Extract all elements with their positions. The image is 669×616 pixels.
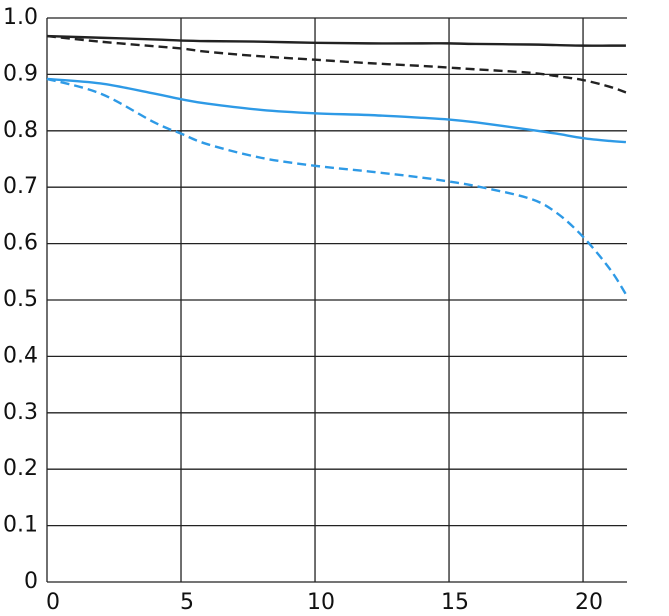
- y-tick-label: 0.6: [3, 231, 38, 256]
- line-series: [46, 77, 627, 144]
- y-tick-label: 0.2: [3, 456, 38, 481]
- x-tick-label: 15: [441, 590, 469, 615]
- y-tick-label: 0.8: [3, 118, 38, 143]
- y-tick-label: 0.5: [3, 287, 38, 312]
- y-tick-label: 0.3: [3, 400, 38, 425]
- x-tick-label: 10: [307, 590, 335, 615]
- line-series: [46, 34, 627, 94]
- x-tick-label: 20: [575, 590, 603, 615]
- y-tick-label: 0.4: [3, 343, 38, 368]
- y-tick-label: 0.9: [3, 61, 38, 86]
- y-tick-label: 0.7: [3, 174, 38, 199]
- x-tick-label: 5: [180, 590, 194, 615]
- x-tick-label: 0: [46, 590, 60, 615]
- y-tick-label: 0: [24, 569, 38, 594]
- line-series: [46, 34, 626, 47]
- line-series: [46, 77, 627, 296]
- y-tick-label: 1.0: [3, 5, 38, 30]
- y-tick-label: 0.1: [3, 513, 38, 538]
